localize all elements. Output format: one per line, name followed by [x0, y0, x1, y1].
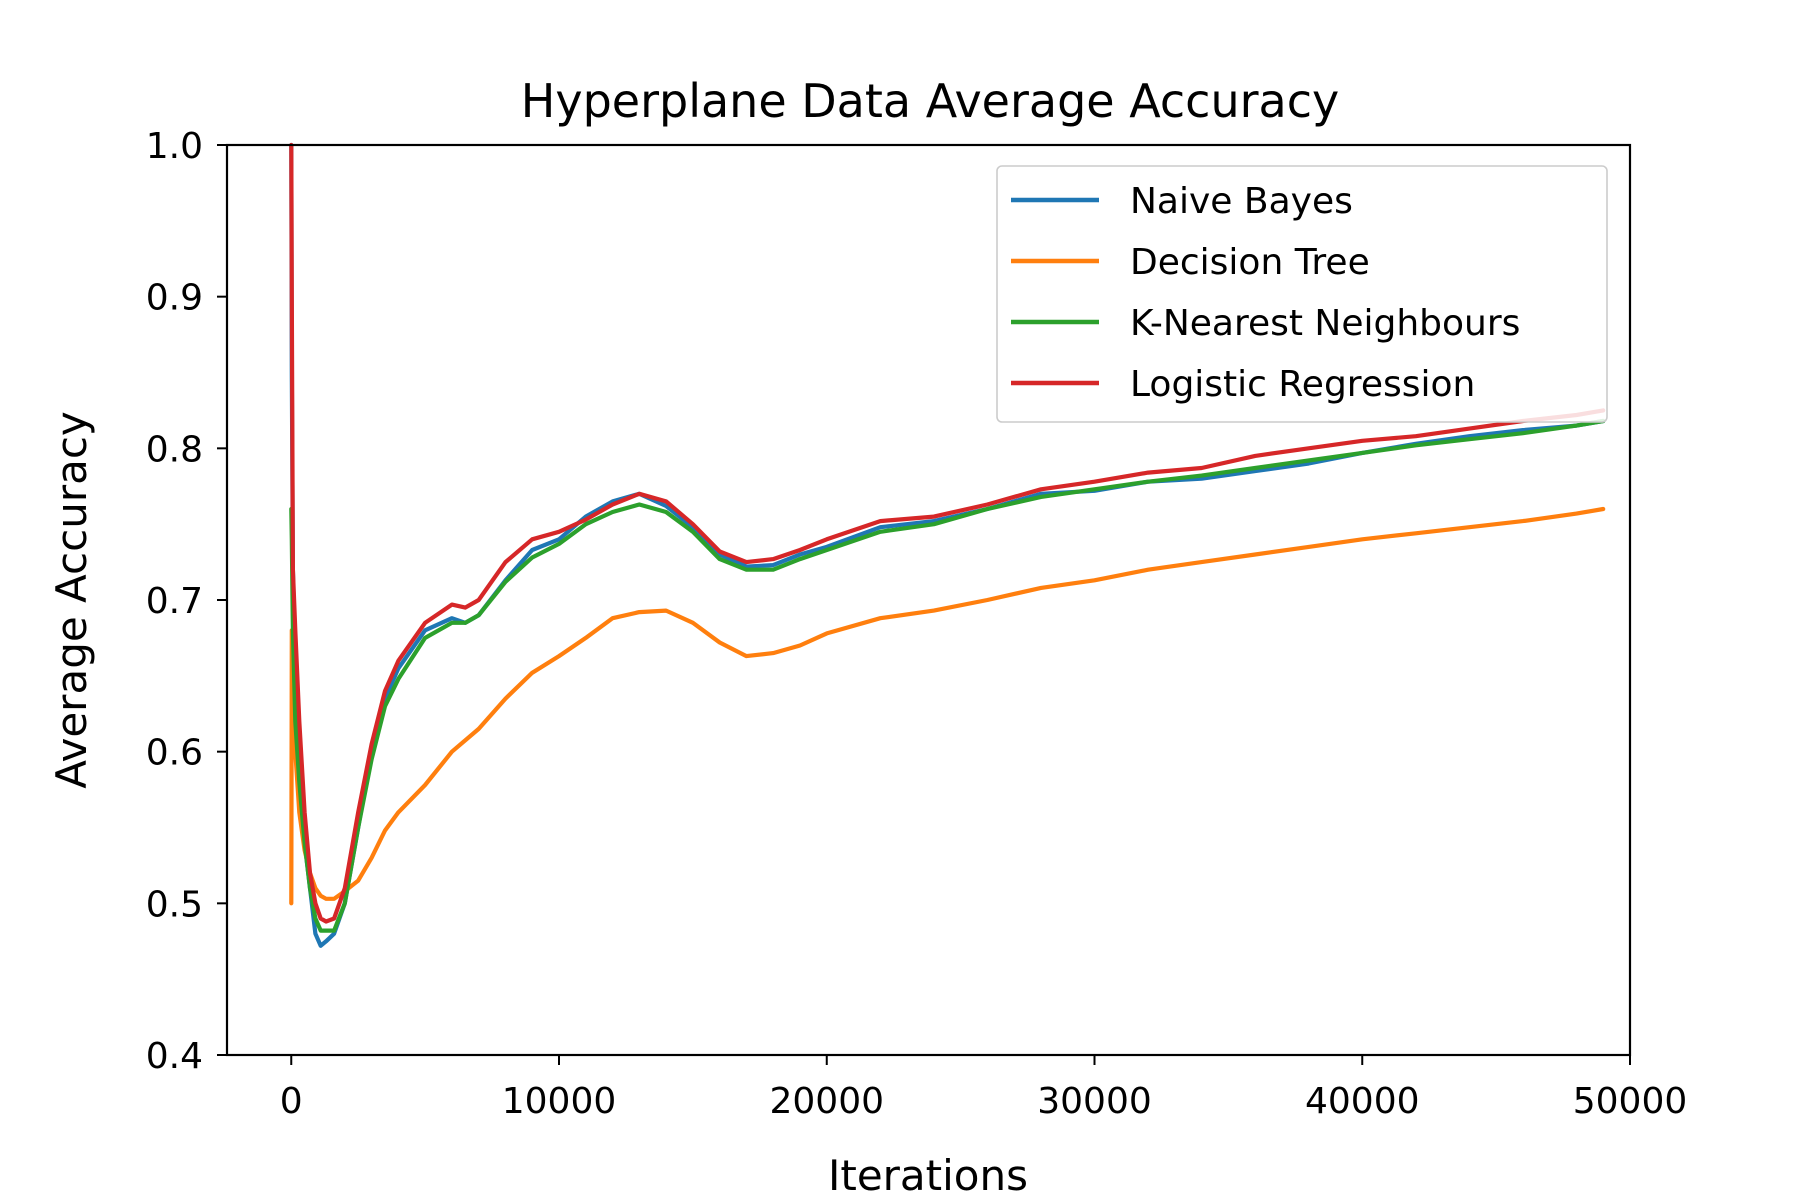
x-tick-label: 20000 [769, 1081, 884, 1122]
legend: Naive Bayes Decision Tree K-Nearest Neighb… [996, 165, 1608, 423]
plot-area [289, 142, 1606, 948]
x-tick-label: 30000 [1037, 1081, 1152, 1122]
y-tick-label: 0.9 [146, 278, 203, 319]
legend-label: Naive Bayes [1130, 181, 1353, 222]
legend-box [996, 165, 1608, 423]
legend-label: Decision Tree [1130, 242, 1370, 283]
series-line-3 [289, 142, 1606, 924]
y-tick-label: 0.4 [146, 1036, 203, 1077]
y-axis: 0.4 0.5 0.6 0.7 0.8 0.9 1.0 [146, 126, 227, 1077]
y-tick-label: 1.0 [146, 126, 203, 167]
y-tick-label: 0.6 [146, 733, 203, 774]
x-tick-label: 0 [280, 1081, 303, 1122]
chart-title: Hyperplane Data Average Accuracy [521, 74, 1339, 128]
series-line-1 [289, 506, 1606, 906]
legend-label: K-Nearest Neighbours [1130, 303, 1520, 344]
y-tick-label: 0.7 [146, 581, 203, 622]
y-tick-label: 0.5 [146, 884, 203, 925]
y-tick-label: 0.8 [146, 429, 203, 470]
legend-label: Logistic Regression [1130, 364, 1475, 405]
y-axis-label: Average Accuracy [47, 411, 96, 789]
x-tick-label: 10000 [502, 1081, 617, 1122]
series-line-0 [289, 142, 1606, 948]
x-axis: 0 10000 20000 30000 40000 50000 [280, 1055, 1687, 1122]
x-axis-label: Iterations [828, 1151, 1028, 1200]
x-tick-label: 40000 [1305, 1081, 1420, 1122]
x-tick-label: 50000 [1573, 1081, 1688, 1122]
series-line-2 [289, 418, 1606, 933]
